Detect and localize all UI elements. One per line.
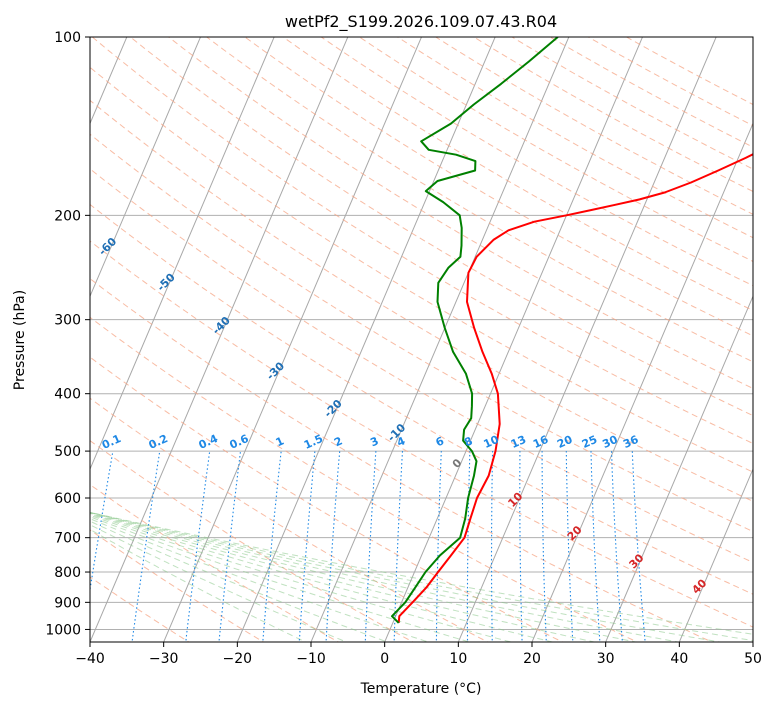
dry-adiabat-line <box>91 37 753 445</box>
dry-adiabat-line <box>90 203 753 595</box>
dry-adiabat-line <box>90 356 564 642</box>
dry-adiabat-line <box>90 397 489 642</box>
moist-adiabat-line <box>90 518 430 642</box>
moist-adiabat-line <box>90 512 681 642</box>
moist-adiabat-line <box>90 520 389 642</box>
x-tick-label: −30 <box>149 651 179 667</box>
dry-adiabat-line <box>244 37 753 337</box>
mixing-ratio-line <box>519 451 523 642</box>
x-tick-label: 50 <box>744 651 762 667</box>
dry-adiabat-line <box>90 168 753 563</box>
y-tick-label: 700 <box>54 531 81 547</box>
moist-adiabat-line <box>90 514 513 642</box>
mixing-ratio-label: 13 <box>509 433 528 451</box>
mixing-ratio-label: 20 <box>555 433 575 451</box>
y-tick-label: 1000 <box>45 622 81 638</box>
isotherm-line <box>163 37 423 642</box>
plot-frame <box>89 36 754 643</box>
isotherm-line <box>236 37 496 642</box>
mixing-ratio-line <box>393 451 404 642</box>
y-axis-label: Pressure (hPa) <box>12 290 28 390</box>
dewpoint-profile-line <box>391 37 559 624</box>
dry-adiabat-line <box>90 316 639 642</box>
moist-adiabat-line <box>90 511 753 642</box>
mixing-ratio-label: 10 <box>482 433 502 451</box>
mixing-ratio-line <box>490 451 494 642</box>
mixing-ratio-label: 16 <box>531 433 551 451</box>
isotherm-line <box>384 37 644 642</box>
isotherm-line <box>678 467 753 642</box>
mixing-ratio-line <box>541 451 547 642</box>
mixing-ratio-line <box>435 451 442 642</box>
x-tick-label: 10 <box>449 651 467 667</box>
y-tick-label: 300 <box>54 313 81 329</box>
dry-adiabat-line <box>90 133 753 533</box>
isotherm-line <box>90 37 202 298</box>
isotherm-line <box>605 295 753 642</box>
dry-adiabat-line <box>90 529 265 642</box>
mixing-ratio-line <box>565 451 574 642</box>
y-tick-label: 400 <box>54 387 81 403</box>
mixing-ratio-line <box>590 451 601 642</box>
mixing-ratio-label: 36 <box>621 433 641 451</box>
isotherm-line <box>310 37 570 642</box>
y-tick-label: 500 <box>54 444 81 460</box>
mixing-ratio-line <box>364 451 377 642</box>
dry-adiabat-line <box>320 37 753 287</box>
axis-ticks: −40 −30 −20 −10 0 10 20 30 40 50 100 200 300 400 500 60… <box>45 30 762 667</box>
temperature-profile-line <box>397 153 753 623</box>
moist-adiabat-line <box>90 528 307 642</box>
x-tick-label: 20 <box>523 651 541 667</box>
x-tick-label: −20 <box>223 651 253 667</box>
isotherm-line <box>531 122 753 642</box>
moist-adiabat-line <box>90 512 597 642</box>
y-tick-label: 600 <box>54 491 81 507</box>
y-tick-label: 900 <box>54 595 81 611</box>
chart-title: wetPf2_S199.2026.109.07.43.R04 <box>285 12 557 32</box>
x-tick-label: −40 <box>75 651 105 667</box>
plot-grid <box>90 37 753 642</box>
dry-adiabat-line <box>90 240 753 628</box>
dry-adiabat-line <box>205 37 753 363</box>
dry-adiabat-line <box>90 278 713 642</box>
y-tick-label: 100 <box>54 30 81 46</box>
dry-adiabat-line <box>90 66 753 473</box>
x-tick-label: 0 <box>380 651 389 667</box>
isotherm-line <box>90 37 275 471</box>
y-tick-label: 200 <box>54 208 81 224</box>
x-axis-label: Temperature (°C) <box>360 681 482 697</box>
moist-adiabat-line <box>90 512 639 642</box>
x-tick-label: −10 <box>296 651 326 667</box>
plot-series <box>391 37 753 624</box>
dry-adiabat-line <box>90 440 414 642</box>
x-tick-label: 30 <box>597 651 615 667</box>
mixing-ratio-label: 30 <box>600 433 620 451</box>
y-tick-label: 800 <box>54 565 81 581</box>
dry-adiabat-line <box>129 37 753 417</box>
moist-adiabat-line <box>90 513 555 642</box>
moist-adiabat-line <box>90 511 753 635</box>
dry-adiabat-line <box>90 483 340 642</box>
mixing-ratio-label: 25 <box>580 433 599 451</box>
x-tick-label: 40 <box>670 651 688 667</box>
